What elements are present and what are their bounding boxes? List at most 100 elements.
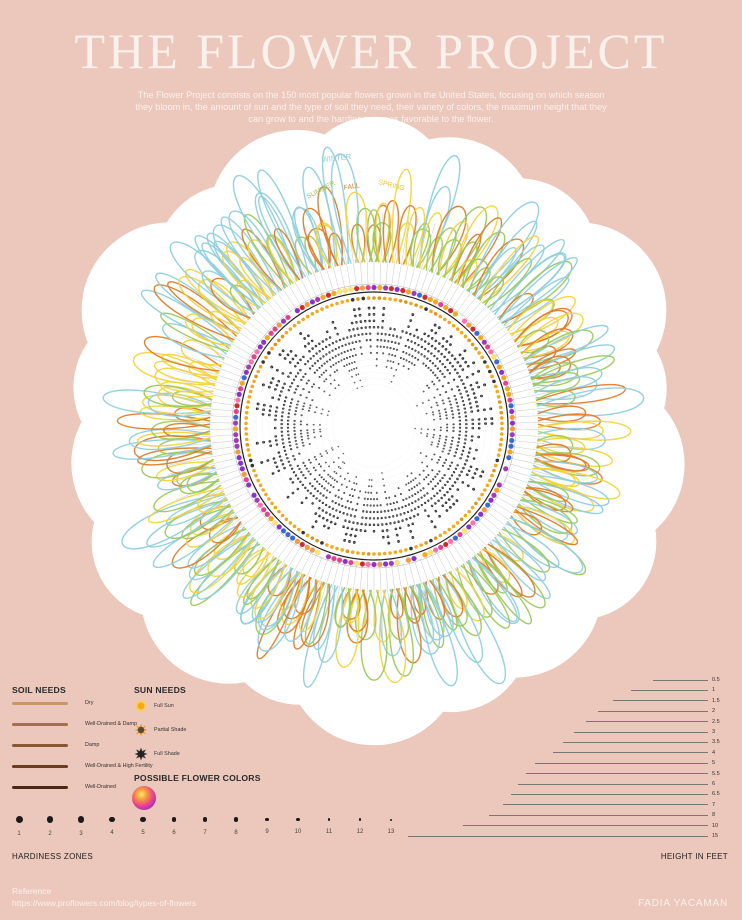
sun-need-dot — [258, 483, 263, 488]
hardiness-dot — [343, 491, 346, 494]
hardiness-dot — [436, 404, 439, 407]
flower-spoke — [391, 562, 401, 637]
hardiness-dot — [302, 405, 305, 408]
flower-spoke — [468, 271, 520, 326]
flower-spoke — [312, 558, 335, 630]
height-value: 1.5 — [712, 697, 720, 704]
flower-color-dot — [427, 549, 434, 556]
flower-color-dot — [254, 497, 260, 503]
flower-spoke — [329, 560, 346, 634]
flower-spoke — [450, 249, 492, 312]
flower-spoke — [391, 215, 401, 290]
flower-spoke — [167, 377, 240, 395]
flower-color-dot — [239, 466, 245, 472]
sun-needs-title: SUN NEEDS — [134, 685, 186, 695]
season-loop — [521, 493, 578, 524]
height-value: 7 — [712, 801, 716, 808]
flower-color-dot — [507, 397, 513, 403]
season-loop — [498, 292, 534, 324]
flower-color-dot — [233, 408, 239, 415]
flower-spoke — [162, 428, 237, 431]
season-loop — [157, 438, 212, 455]
sun-legend-item: Partial Shade — [134, 723, 186, 737]
flower-color-dot — [237, 460, 244, 466]
flower-spoke — [480, 290, 538, 339]
flower-color-dot — [348, 559, 354, 566]
sun-need-dot — [246, 400, 251, 404]
hardiness-dot — [343, 365, 346, 368]
sun-need-dot — [280, 334, 285, 339]
flower-color-dot — [272, 520, 278, 526]
season-loop — [493, 533, 524, 562]
flower-color-dot — [285, 314, 291, 321]
flower-petal-group — [116, 412, 237, 430]
season-loop — [189, 533, 255, 593]
flower-color-dot — [264, 335, 270, 341]
sun-need-dot — [252, 468, 256, 473]
flower-petal-group — [302, 559, 340, 688]
hardiness-dot — [435, 401, 438, 404]
season-loop — [536, 387, 645, 417]
sun-need-dot — [325, 305, 329, 309]
sun-need-dot — [254, 374, 258, 379]
hardiness-zone-dot — [171, 817, 177, 822]
sun-need-dot — [350, 550, 355, 555]
hardiness-dot — [325, 450, 327, 452]
height-scale-row: 3 — [573, 728, 730, 736]
season-loop — [355, 589, 377, 641]
flower-color-dot — [509, 408, 515, 415]
hardiness-dot — [351, 361, 353, 364]
flower-color-dot — [457, 314, 463, 321]
season-loop — [171, 390, 213, 407]
sun-need-dot — [252, 379, 256, 384]
season-loop — [494, 533, 547, 582]
reference-link[interactable]: https://www.proflowers.com/blog/types-of… — [12, 898, 197, 908]
hardiness-dot — [315, 458, 318, 461]
flower-spoke — [165, 451, 239, 466]
flower-petal-group — [133, 352, 242, 390]
sun-need-dot — [459, 517, 464, 522]
hardiness-dot — [439, 393, 442, 396]
sun-need-dot — [284, 517, 289, 522]
sun-need-dot — [340, 548, 344, 552]
flower-color-dot — [309, 547, 316, 553]
sun-need-dot — [277, 338, 281, 343]
hardiness-dot — [402, 358, 405, 361]
hardiness-dot — [390, 367, 393, 370]
season-loop — [462, 561, 511, 629]
season-loop — [335, 588, 360, 668]
flower-spoke — [228, 271, 280, 326]
hardiness-zones-title: HARDINESS ZONES — [12, 852, 93, 861]
flower-petal-group — [435, 206, 488, 303]
sun-need-dot — [356, 297, 360, 301]
hardiness-dot — [345, 364, 348, 366]
hardiness-dot — [441, 399, 444, 402]
hardiness-zone-number: 11 — [325, 828, 333, 835]
hardiness-dot — [303, 402, 306, 405]
season-loop — [418, 155, 461, 270]
flower-color-dot — [496, 482, 503, 488]
flower-petal-group — [160, 381, 239, 401]
flower-color-dot — [365, 284, 371, 291]
season-loop — [506, 517, 587, 576]
flower-color-dot — [494, 487, 500, 493]
season-loop — [155, 272, 241, 335]
flower-petal-group — [468, 244, 545, 326]
season-loop — [467, 201, 540, 296]
flower-spoke — [463, 530, 513, 587]
hardiness-zone-number: 13 — [387, 828, 395, 835]
flower-color-dot — [416, 292, 423, 298]
season-loop — [506, 517, 584, 574]
flower-color-dot — [427, 296, 434, 303]
sun-need-dot — [467, 338, 471, 343]
hardiness-dot — [442, 402, 445, 405]
hardiness-dot — [399, 356, 402, 359]
flower-spoke — [508, 377, 581, 395]
flower-spoke — [379, 214, 384, 289]
season-loop — [489, 539, 551, 599]
sun-need-dot — [447, 320, 452, 325]
flower-color-dot — [260, 507, 267, 513]
sun-label: Partial Shade — [154, 727, 187, 733]
flower-color-dot — [236, 454, 242, 461]
flower-color-dot — [503, 466, 509, 472]
